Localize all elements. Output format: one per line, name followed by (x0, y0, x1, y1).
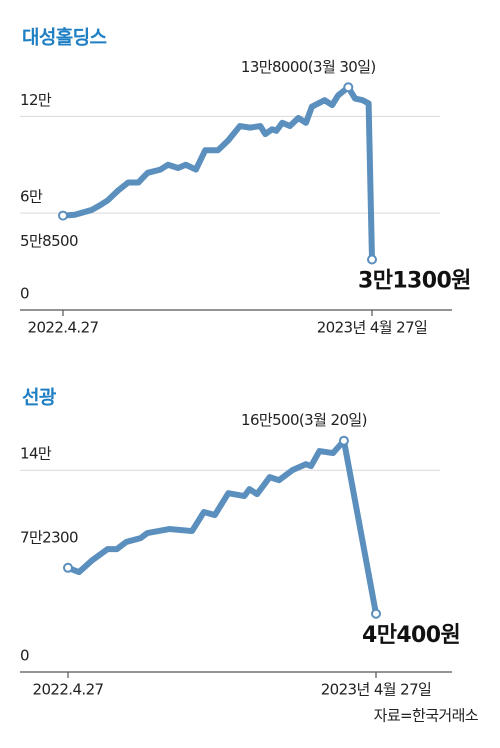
chart-title: 선광 (22, 387, 57, 409)
line (60, 84, 375, 263)
point-marker (371, 608, 381, 619)
point-marker (338, 435, 349, 446)
y-tick-label: 6만 (20, 188, 43, 206)
value-label: 7만2300 (20, 528, 78, 546)
point-marker (58, 210, 68, 221)
x-tick-label: 2022.4.27 (33, 681, 104, 699)
value-label: 5만8500 (20, 232, 78, 250)
value-label: 4만400원 (362, 623, 460, 648)
point-marker (367, 254, 377, 265)
x-tick-label: 2022.4.27 (28, 319, 99, 337)
value-label: 16만500(3월 20일) (241, 411, 367, 429)
x-tick-label: 2023년 4월 27일 (321, 681, 432, 699)
source: 자료=한국거래소 (374, 707, 479, 725)
chart-title: 대성홀딩스 (22, 26, 107, 49)
value-label: 13만8000(3월 30일) (241, 58, 376, 76)
y-tick-label: 14만 (20, 445, 52, 463)
value-label: 3만1300원 (358, 268, 471, 293)
y-tick-label: 0 (20, 285, 29, 303)
line (65, 437, 379, 617)
x-tick-label: 2023년 4월 27일 (317, 319, 428, 337)
y-tick-label: 12만 (20, 91, 52, 109)
y-tick-label: 0 (20, 647, 29, 665)
point-marker (343, 82, 354, 93)
point-marker (63, 562, 73, 573)
